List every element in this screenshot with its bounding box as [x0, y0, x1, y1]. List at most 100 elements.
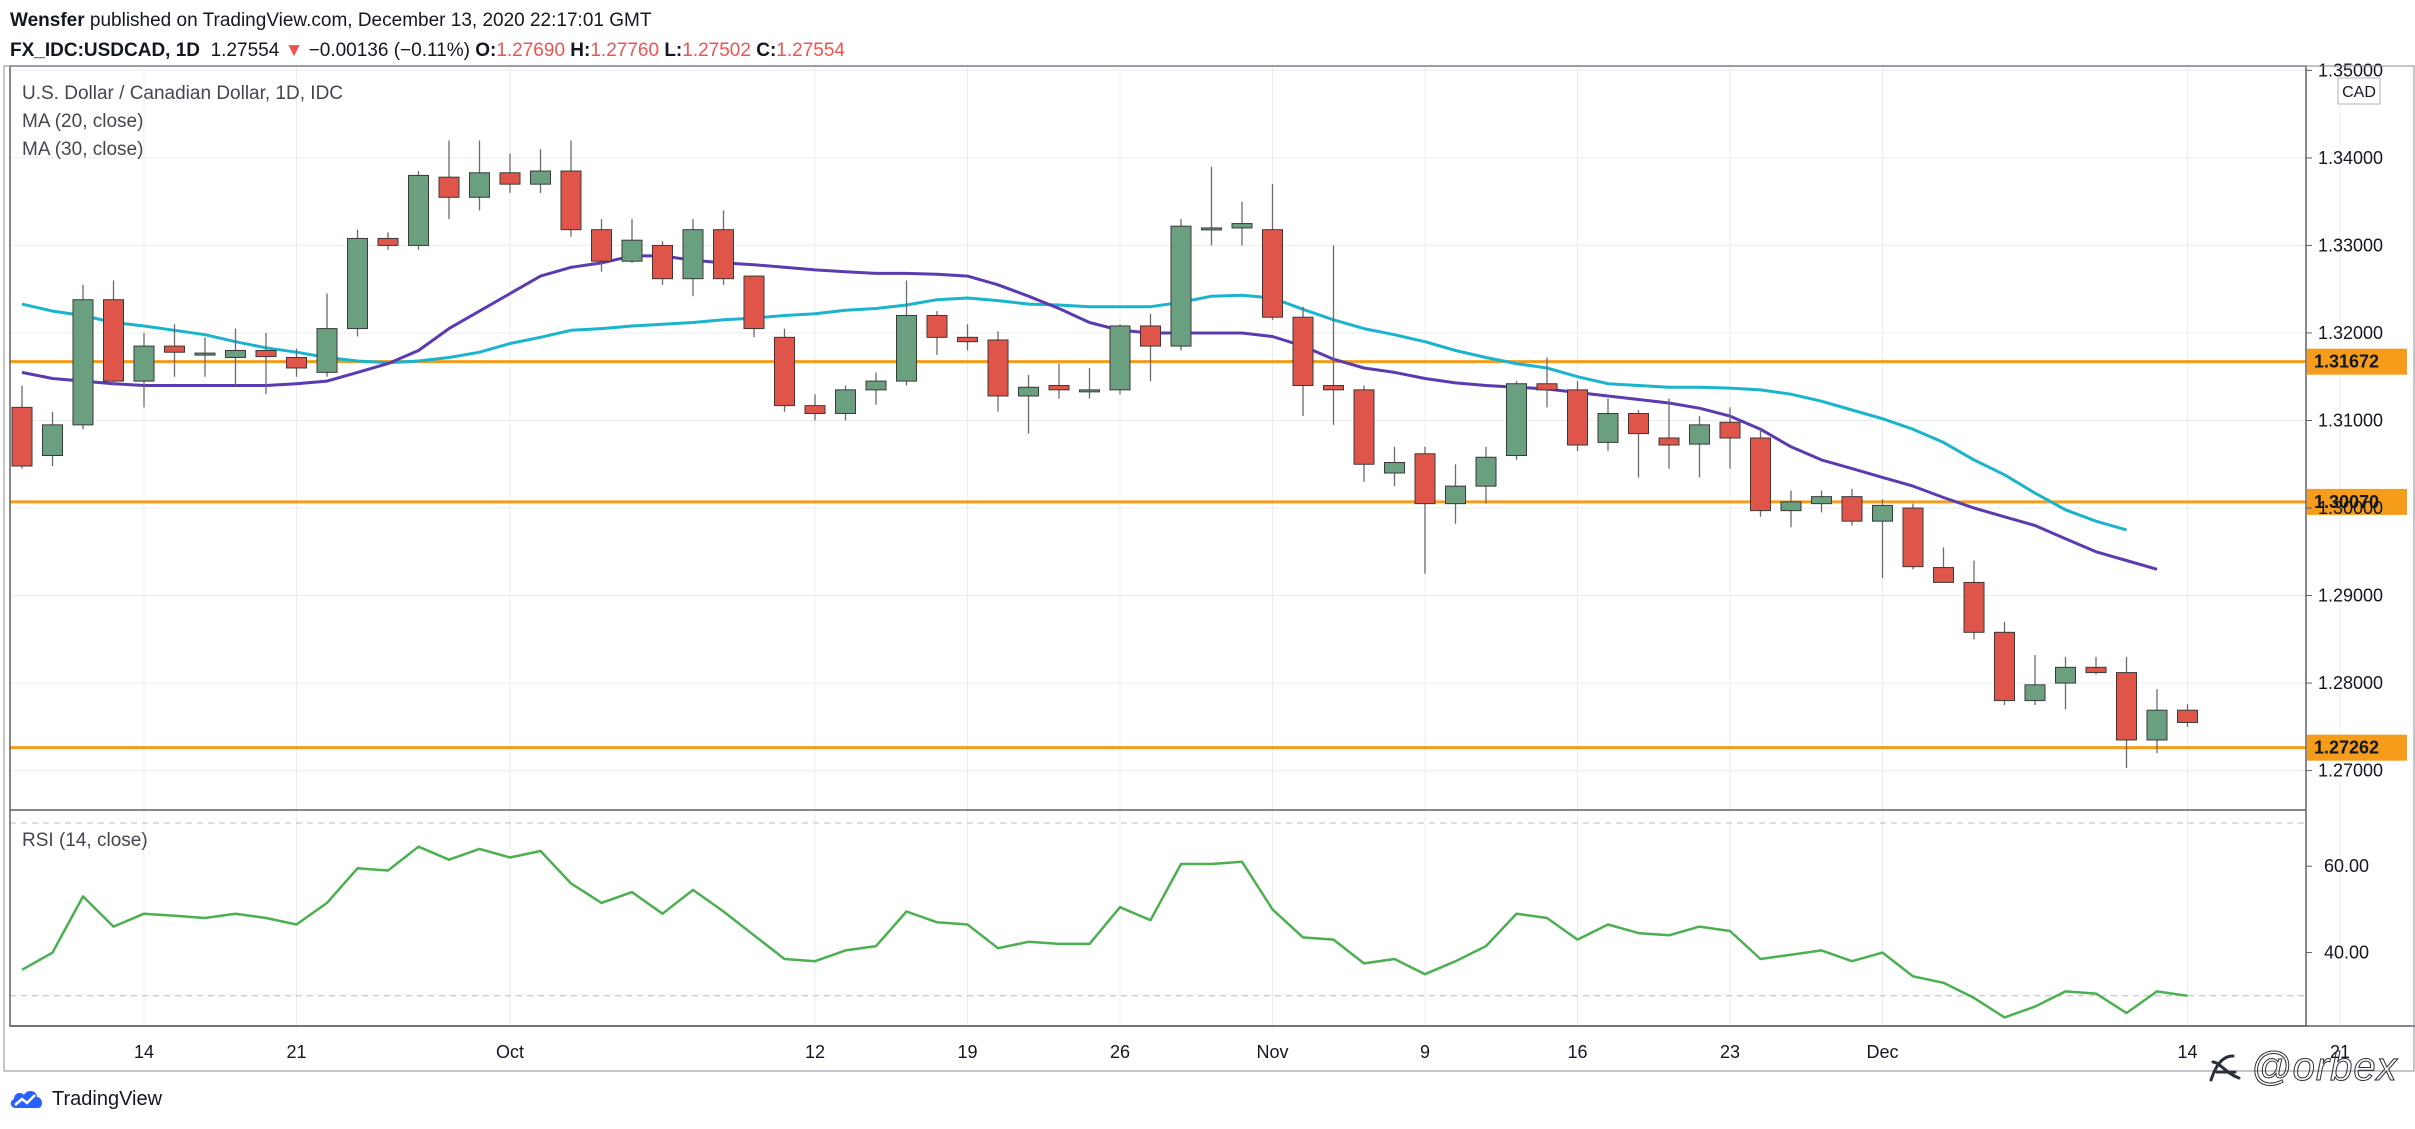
- candle-up: [1689, 424, 1710, 445]
- y-tick-label: 1.27000: [2318, 761, 2383, 781]
- candle-up: [1506, 383, 1527, 457]
- candle-down: [591, 229, 612, 262]
- candle-down: [1658, 437, 1680, 446]
- ma20-line-group: [21, 254, 2158, 571]
- change-value: −0.00136 (−0.11%): [308, 40, 470, 61]
- symbol-legend: U.S. Dollar / Canadian Dollar, 1D, IDC: [22, 83, 343, 104]
- candle-down: [1292, 316, 1314, 386]
- x-tick-label: 26: [1110, 1042, 1130, 1062]
- close-value: 1.27554: [776, 40, 845, 61]
- candle-down: [804, 405, 826, 414]
- candle-down: [774, 336, 795, 407]
- x-tick-label: 14: [2177, 1042, 2197, 1062]
- candle-up: [621, 239, 643, 262]
- candle-up: [530, 170, 551, 185]
- candle-down: [987, 339, 1009, 397]
- author-name[interactable]: Wensfer: [10, 10, 85, 31]
- candle-up: [408, 174, 429, 246]
- candle-down: [164, 345, 185, 353]
- candle-up: [72, 299, 94, 426]
- ma20-legend: MA (20, close): [22, 111, 143, 132]
- candles: [11, 140, 2198, 768]
- candle-down: [1048, 384, 1070, 391]
- plot-frame: [9, 65, 2307, 1027]
- candle-down: [1323, 384, 1344, 391]
- candle-up: [1780, 501, 1802, 512]
- candle-up: [1231, 223, 1253, 229]
- x-tick-label: 12: [805, 1042, 825, 1062]
- candle-down: [103, 299, 124, 382]
- candle-down: [438, 176, 460, 198]
- candle-up: [1201, 227, 1222, 231]
- y-tick-label: 1.28000: [2318, 673, 2383, 693]
- open-value: 1.27690: [496, 40, 566, 61]
- axes: 14 21 Oct 12 19 26 Nov 9 16 23 Dec 14 21 1.27000 1.280…: [134, 60, 2383, 1062]
- candle-down: [1963, 581, 1985, 633]
- low-label: L:: [664, 40, 683, 61]
- candle-up: [1018, 386, 1039, 397]
- candle-down: [11, 406, 33, 467]
- rsi-pane: [10, 822, 2306, 1019]
- tradingview-brand: TradingView: [52, 1087, 163, 1110]
- price-level-tag: [2307, 734, 2407, 761]
- x-tick-label: 16: [1567, 1042, 1587, 1062]
- candle-up: [1597, 412, 1619, 443]
- price-level-label: 1.31672: [2314, 352, 2379, 372]
- low-value: 1.27502: [682, 40, 751, 61]
- rsi-line: [21, 845, 2188, 1019]
- candle-up: [2146, 709, 2168, 741]
- candle-up: [1079, 389, 1100, 393]
- candle-down: [1841, 496, 1863, 522]
- x-tick-label: 21: [2330, 1042, 2350, 1062]
- x-tick-label: Oct: [496, 1042, 524, 1062]
- change-arrow-icon: ▼: [284, 40, 304, 61]
- candle-down: [2116, 672, 2137, 741]
- candle-down: [1414, 453, 1436, 505]
- candle-up: [2024, 684, 2046, 702]
- price-level-label: 1.30070: [2314, 492, 2379, 512]
- pane-frames: [3, 65, 2415, 1072]
- candle-up: [469, 172, 490, 198]
- rsi-legend: RSI (14, close): [22, 830, 148, 851]
- candle-down: [1628, 412, 1649, 435]
- candle-up: [316, 328, 338, 373]
- candle-down: [957, 336, 978, 343]
- y-tick-label: 1.30000: [2318, 498, 2383, 518]
- candle-down: [1719, 421, 1741, 439]
- ma30-line: [21, 293, 2127, 532]
- tradingview-logo[interactable]: TradingView: [8, 1086, 162, 1112]
- y-tick-label: 1.29000: [2318, 586, 2383, 606]
- y-tick-label: 1.33000: [2318, 235, 2383, 255]
- x-tick-label: 19: [957, 1042, 977, 1062]
- y-tick-label: 1.32000: [2318, 323, 2383, 343]
- candle-up: [2055, 666, 2076, 684]
- x-tick-label: 9: [1420, 1042, 1430, 1062]
- candle-down: [255, 349, 277, 358]
- price-level-tag: [2307, 488, 2407, 515]
- currency-label: CAD: [2342, 84, 2376, 101]
- close-label: C:: [756, 40, 777, 61]
- candle-up: [682, 229, 704, 280]
- candle-up: [1475, 456, 1497, 487]
- candle-down: [926, 314, 948, 338]
- publish-line: Wensfer published on TradingView.com, De…: [10, 6, 845, 36]
- y-tick-label: 1.34000: [2318, 148, 2383, 168]
- candle-down: [2177, 709, 2198, 723]
- ma20-line: [21, 254, 2158, 571]
- candle-down: [1353, 389, 1375, 465]
- candle-down: [377, 237, 399, 246]
- x-tick-label: Nov: [1256, 1042, 1288, 1062]
- candle-up: [194, 352, 216, 356]
- price-level-tag: [2307, 348, 2407, 375]
- orbex-logo-icon: [2209, 1054, 2241, 1081]
- outer-frame: [3, 65, 2415, 1072]
- symbol-label: FX_IDC:USDCAD, 1D: [10, 40, 201, 61]
- last-price: 1.27554: [210, 40, 280, 61]
- candle-down: [713, 229, 734, 280]
- candle-down: [1262, 229, 1283, 318]
- candle-down: [2085, 666, 2107, 674]
- candle-up: [865, 380, 887, 391]
- chart-header: Wensfer published on TradingView.com, De…: [10, 6, 845, 66]
- candle-down: [560, 170, 582, 231]
